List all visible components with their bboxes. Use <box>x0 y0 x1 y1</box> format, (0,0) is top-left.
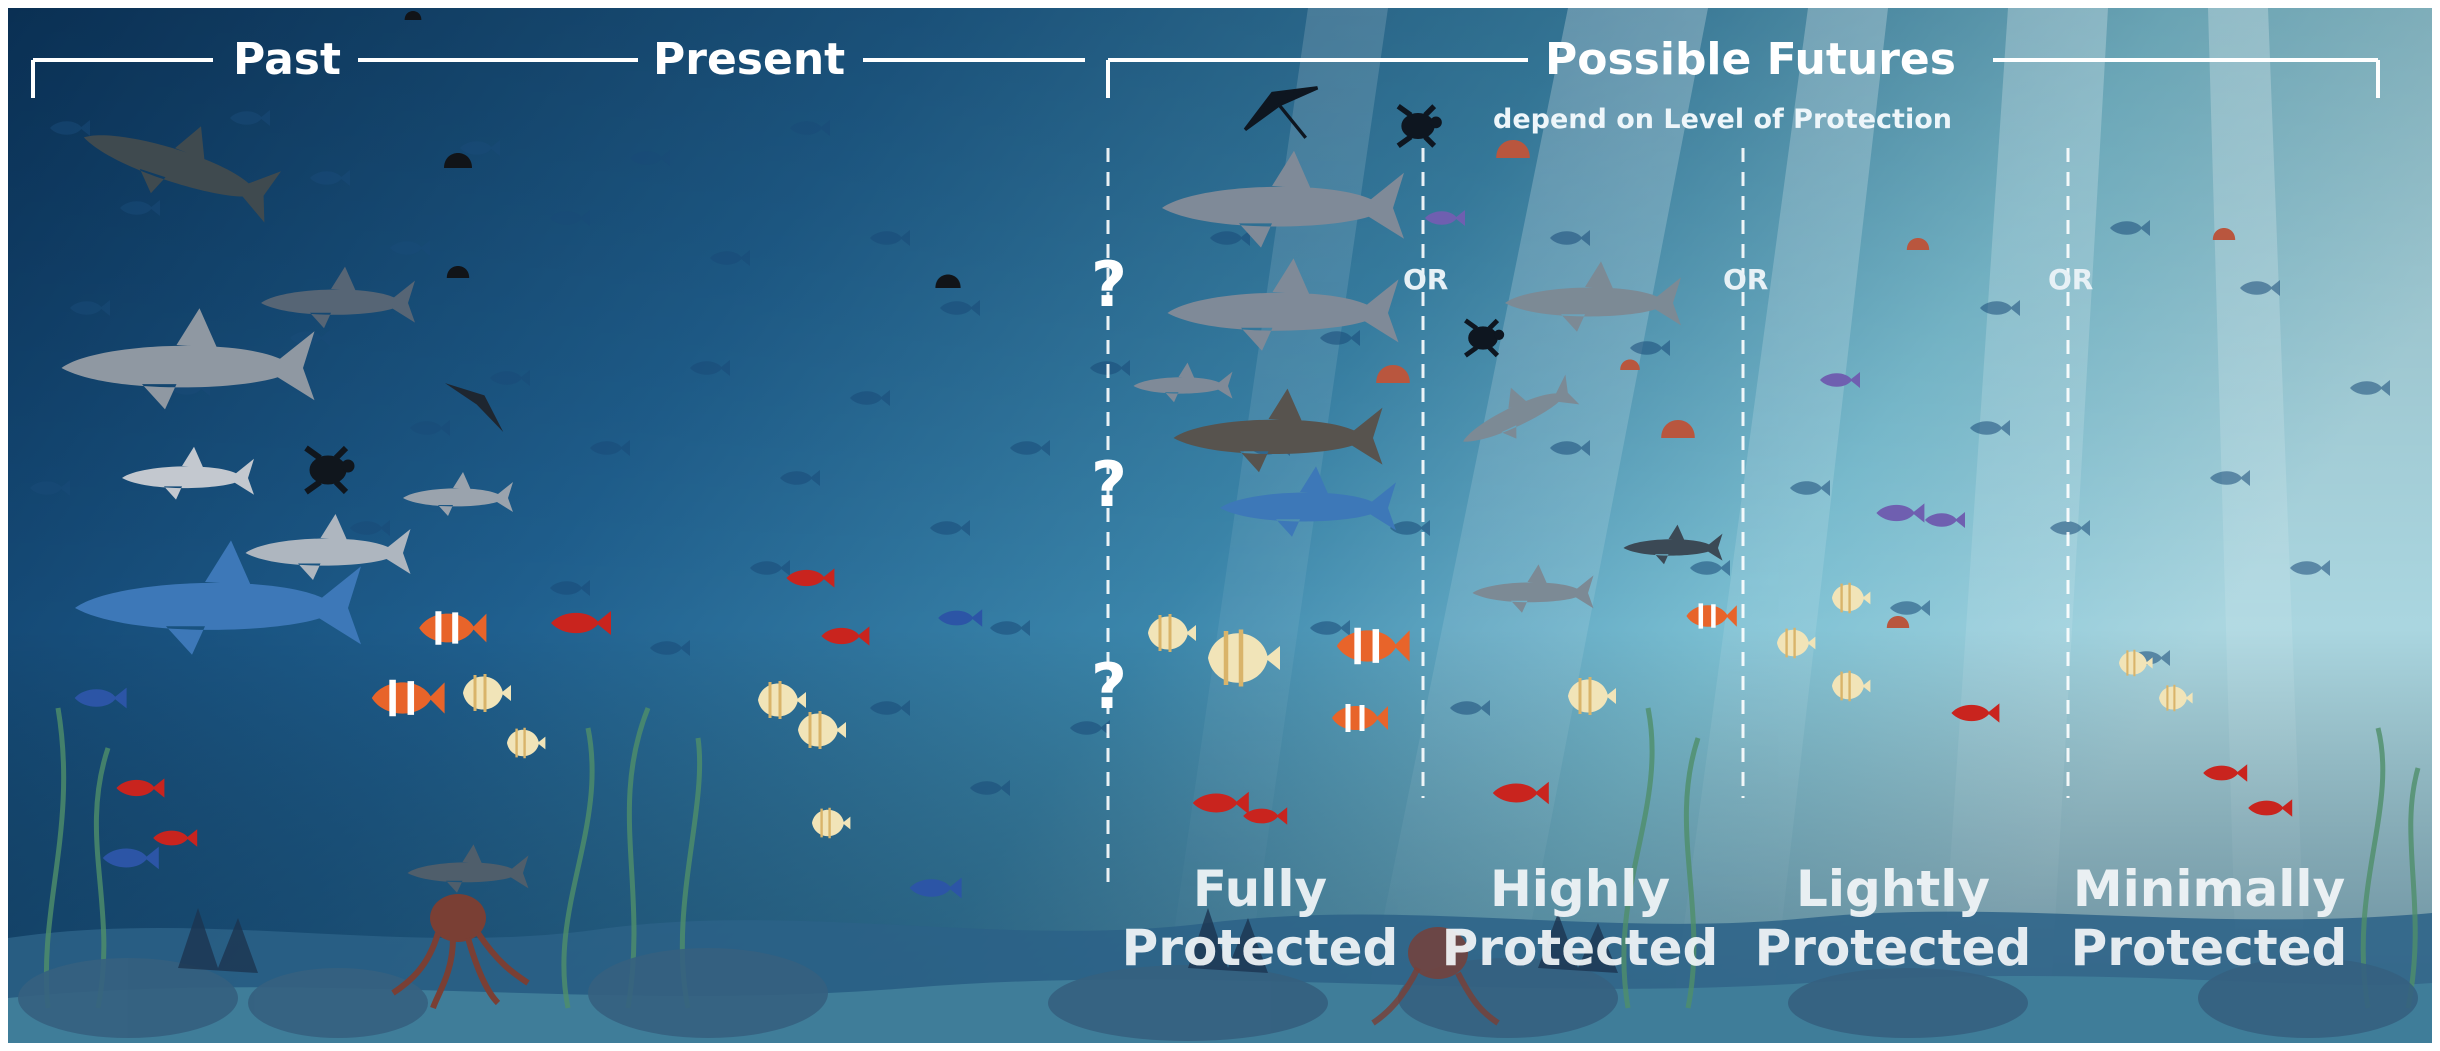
question-mark: ? <box>1091 650 1127 723</box>
light-rays <box>1158 8 2308 1043</box>
zone-label-fully-protected: Fully Protected <box>1121 860 1399 977</box>
or-separator: OR <box>1403 263 1449 296</box>
timeline-bracket <box>31 58 2380 98</box>
zone-label-minimally-protected: Minimally Protected <box>2070 860 2348 977</box>
zone-label-highly-protected: Highly Protected <box>1441 860 1719 977</box>
futures-subtitle: depend on Level of Protection <box>1493 104 1952 135</box>
or-separator: OR <box>2048 263 2094 296</box>
label-present: Present <box>653 34 846 85</box>
zone-label-lightly-protected: Lightly Protected <box>1754 860 2032 977</box>
question-mark: ? <box>1091 448 1127 521</box>
zone-dividers <box>1106 148 2070 888</box>
or-separator: OR <box>1723 263 1769 296</box>
coral-icon <box>18 948 2418 1041</box>
ocean-scene <box>8 8 2432 1043</box>
octopus-icon <box>391 894 1500 1026</box>
question-mark: ? <box>1091 248 1127 321</box>
label-past: Past <box>233 34 341 85</box>
label-possible-futures: Possible Futures <box>1545 34 1956 85</box>
ocean-illustration: Past Present Possible Futures depend on … <box>8 8 2432 1043</box>
